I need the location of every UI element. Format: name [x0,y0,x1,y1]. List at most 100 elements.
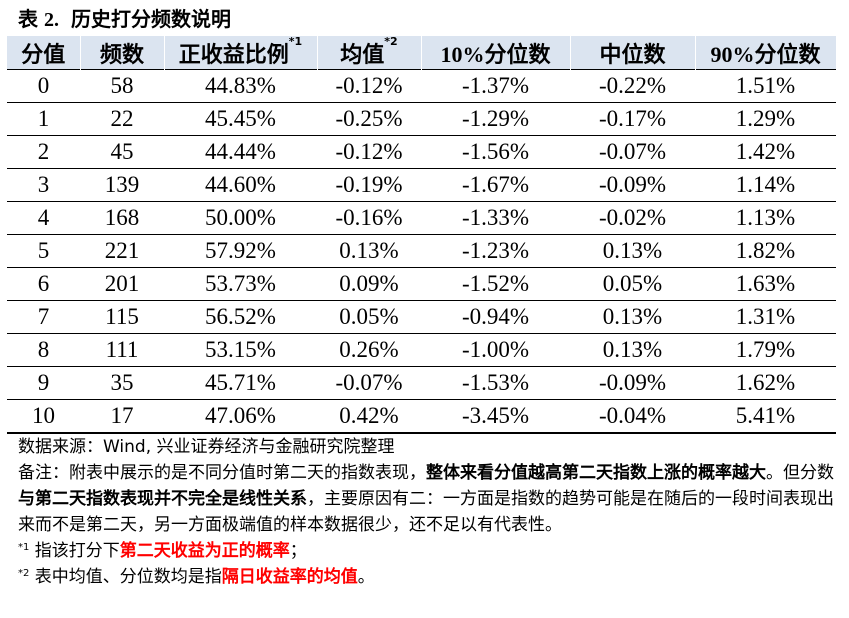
table-cell: -1.33% [421,201,570,235]
table-cell: 35 [80,366,164,400]
table-row: 6 201 53.73% 0.09% -1.52% 0.05% 1.63% [7,267,836,301]
table-cell: 45.45% [164,102,317,136]
table-row: 3 139 44.60% -0.19% -1.67% -0.09% 1.14% [7,168,836,202]
table-cell: -0.02% [570,201,695,235]
table-cell: -0.04% [570,399,695,434]
table-cell: 10 [7,399,80,434]
table-cell: -0.12% [317,69,421,103]
table-cell: 45 [80,135,164,169]
table-cell: 1.82% [695,234,836,268]
table-cell: 139 [80,168,164,202]
table-cell: 0.09% [317,267,421,301]
header-mean: 均值*2 [317,34,422,70]
table-row: 5 221 57.92% 0.13% -1.23% 0.13% 1.82% [7,234,836,268]
table-cell: 58 [80,69,164,103]
footnote-2: *2 表中均值、分位数均是指隔日收益率的均值。 [18,567,375,587]
table-row: 10 17 47.06% 0.42% -3.45% -0.04% 5.41% [7,399,836,434]
header-sup-2: *2 [384,34,398,48]
table-cell: -3.45% [421,399,570,434]
header-row: 分值 频数 正收益比例*1 均值*2 10%分位数 中位数 90%分位数 [7,34,837,70]
table-cell: -1.00% [421,333,570,367]
table-cell: 1 [7,102,80,136]
table-cell: 50.00% [164,201,317,235]
table-cell: -1.67% [421,168,570,202]
table-cell: 111 [80,333,164,367]
table-cell: 0.13% [570,234,695,268]
header-frequency: 频数 [80,36,165,70]
table-cell: 1.29% [695,102,836,136]
table-cell: 1.13% [695,201,836,235]
title-text: 历史打分频数说明 [71,7,231,31]
table-cell: 221 [80,234,164,268]
table-cell: -0.09% [570,168,695,202]
table-cell: 22 [80,102,164,136]
table-cell: 0.26% [317,333,421,367]
table-cell: 168 [80,201,164,235]
table-cell: -0.07% [317,366,421,400]
table-row: 1 22 45.45% -0.25% -1.29% -0.17% 1.29% [7,102,836,136]
table-cell: 57.92% [164,234,317,268]
data-table: 分值 频数 正收益比例*1 均值*2 10%分位数 中位数 90%分位数 0 58… [7,34,837,434]
table-cell: 53.15% [164,333,317,367]
table-cell: 115 [80,300,164,334]
table-cell: 53.73% [164,267,317,301]
table-cell: 0.05% [570,267,695,301]
table-cell: 45.71% [164,366,317,400]
table-cell: 1.51% [695,69,836,103]
remark-bold-2: 与第二天指数表现并不完全是线性关系 [18,489,307,509]
table-cell: 8 [7,333,80,367]
table-cell: -0.07% [570,135,695,169]
table-row: 8 111 53.15% 0.26% -1.00% 0.13% 1.79% [7,333,836,367]
footnote-1: *1 指该打分下第二天收益为正的概率； [18,541,307,561]
table-cell: 7 [7,300,80,334]
table-row: 7 115 56.52% 0.05% -0.94% 0.13% 1.31% [7,300,836,334]
table-cell: -0.16% [317,201,421,235]
table-cell: 3 [7,168,80,202]
table-row: 9 35 45.71% -0.07% -1.53% -0.09% 1.62% [7,366,836,400]
table-cell: 1.14% [695,168,836,202]
table-row: 2 45 44.44% -0.12% -1.56% -0.07% 1.42% [7,135,836,169]
table-row: 0 58 44.83% -0.12% -1.37% -0.22% 1.51% [7,69,836,103]
table-cell: 0.13% [317,234,421,268]
table-cell: -1.52% [421,267,570,301]
table-cell: -0.12% [317,135,421,169]
table-cell: 0.13% [570,300,695,334]
table-cell: 0.42% [317,399,421,434]
table-cell: 56.52% [164,300,317,334]
table-cell: 1.63% [695,267,836,301]
table-cell: 44.44% [164,135,317,169]
table-cell: 44.83% [164,69,317,103]
table-cell: 201 [80,267,164,301]
table-row: 4 168 50.00% -0.16% -1.33% -0.02% 1.13% [7,201,836,235]
header-score: 分值 [7,36,81,70]
table-cell: 0.05% [317,300,421,334]
table-cell: -0.19% [317,168,421,202]
header-median: 中位数 [570,36,696,70]
remark-bold-1: 整体来看分值越高第二天指数上涨的概率越大 [426,463,766,483]
table-cell: 2 [7,135,80,169]
table-cell: 5 [7,234,80,268]
table-cell: 47.06% [164,399,317,434]
table-cell: -1.56% [421,135,570,169]
header-p90: 90%分位数 [695,36,837,70]
title-prefix: 表 [18,7,38,31]
footnote-1-highlight: 第二天收益为正的概率 [119,541,290,561]
table-cell: 6 [7,267,80,301]
table-cell: 1.79% [695,333,836,367]
table-cell: 4 [7,201,80,235]
notes-section: 数据来源：Wind, 兴业证券经济与金融研究院整理 备注：附表中展示的是不同分值… [18,434,840,590]
table-cell: -0.25% [317,102,421,136]
table-cell: 1.31% [695,300,836,334]
table-cell: 0 [7,69,80,103]
table-cell: -1.53% [421,366,570,400]
table-cell: -0.22% [570,69,695,103]
table-cell: 1.42% [695,135,836,169]
table-cell: 0.13% [570,333,695,367]
table-cell: -1.23% [421,234,570,268]
header-sup-1: *1 [288,34,303,48]
table-cell: -0.94% [421,300,570,334]
table-cell: 17 [80,399,164,434]
table-cell: -1.29% [421,102,570,136]
table-cell: -0.09% [570,366,695,400]
header-positive-ratio: 正收益比例*1 [164,34,318,70]
